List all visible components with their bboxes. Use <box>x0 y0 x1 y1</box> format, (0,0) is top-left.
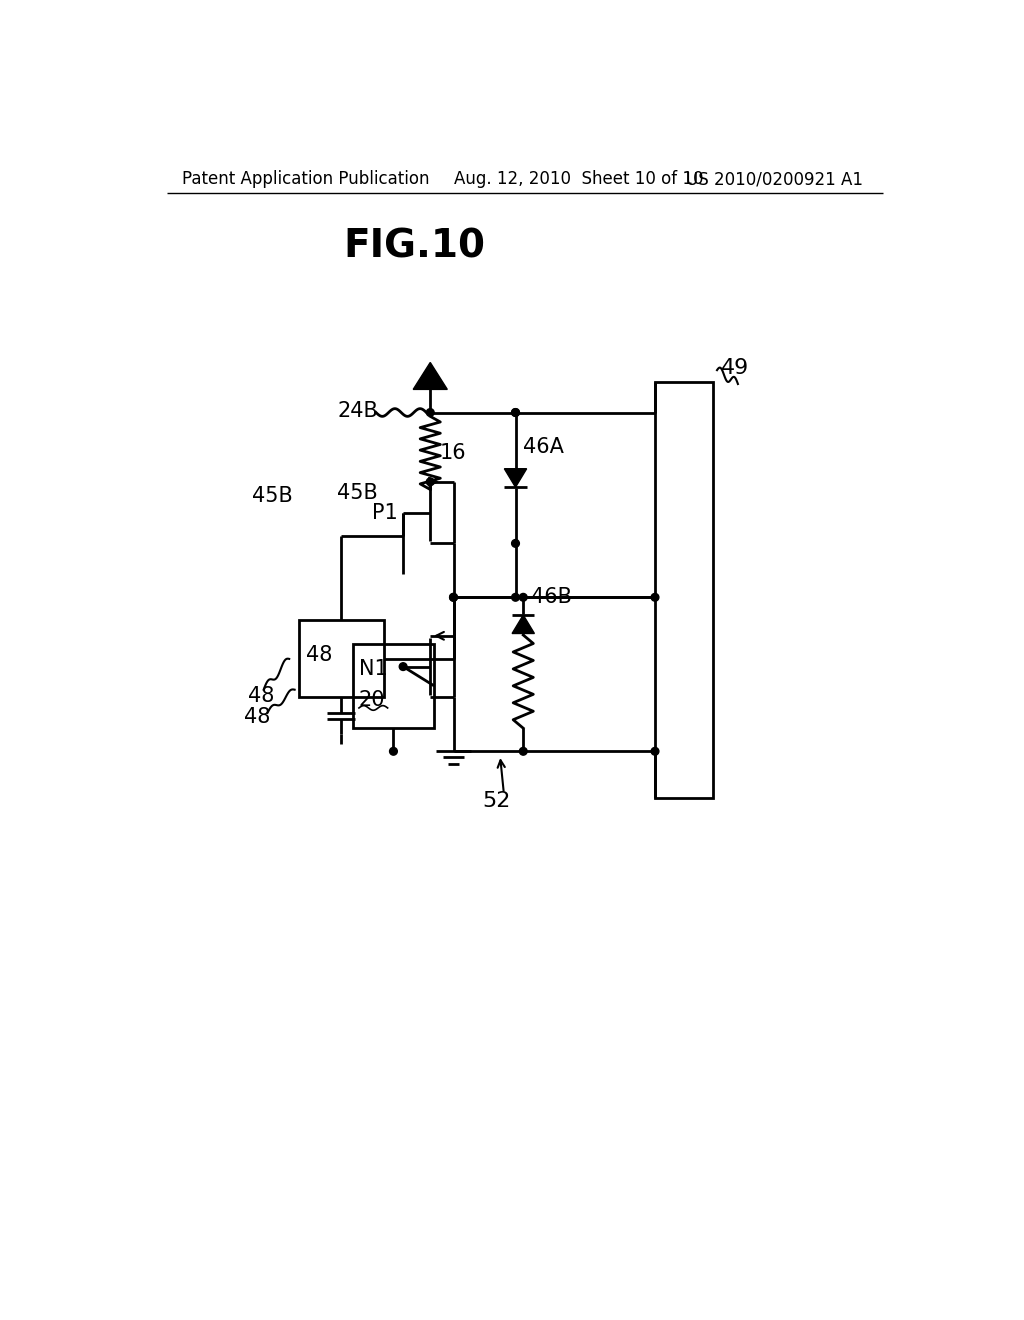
Polygon shape <box>512 615 535 634</box>
Circle shape <box>389 747 397 755</box>
Text: 49: 49 <box>721 358 750 378</box>
Text: 46A: 46A <box>523 437 564 457</box>
Text: 45B: 45B <box>252 486 293 506</box>
Text: Aug. 12, 2010  Sheet 10 of 10: Aug. 12, 2010 Sheet 10 of 10 <box>454 170 703 189</box>
Text: 46B: 46B <box>531 587 571 607</box>
Circle shape <box>426 409 434 416</box>
Text: 48: 48 <box>245 706 270 726</box>
Circle shape <box>519 594 527 601</box>
Circle shape <box>450 594 458 601</box>
Text: N1: N1 <box>359 659 388 678</box>
Bar <box>655 381 713 797</box>
Text: P1: P1 <box>372 503 398 523</box>
Circle shape <box>651 594 658 601</box>
Text: 24B: 24B <box>337 401 378 421</box>
Text: US 2010/0200921 A1: US 2010/0200921 A1 <box>686 170 863 189</box>
Polygon shape <box>414 363 447 389</box>
Text: FIG.10: FIG.10 <box>344 228 485 265</box>
Text: Patent Application Publication: Patent Application Publication <box>182 170 430 189</box>
Text: 45B: 45B <box>337 483 378 503</box>
Bar <box>352 644 434 729</box>
Circle shape <box>512 409 519 416</box>
Circle shape <box>651 747 658 755</box>
Text: 20: 20 <box>359 690 385 710</box>
Circle shape <box>399 663 407 671</box>
Text: 48: 48 <box>306 645 333 665</box>
Text: 16: 16 <box>439 444 466 463</box>
Circle shape <box>450 594 458 601</box>
Text: 48: 48 <box>248 686 274 706</box>
Circle shape <box>512 540 519 548</box>
Circle shape <box>512 409 519 416</box>
Polygon shape <box>505 469 526 487</box>
Bar <box>299 620 384 697</box>
Circle shape <box>426 478 434 486</box>
Circle shape <box>512 594 519 601</box>
Circle shape <box>519 747 527 755</box>
Text: 52: 52 <box>482 792 510 812</box>
